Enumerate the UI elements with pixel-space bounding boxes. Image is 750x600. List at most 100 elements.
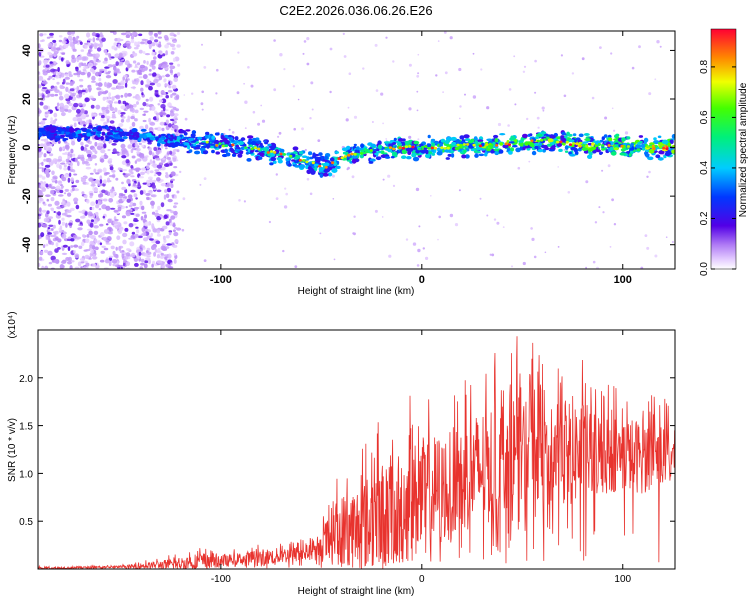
noise-speckle xyxy=(130,189,136,193)
noise-speckle xyxy=(392,184,396,187)
noise-speckle xyxy=(86,119,90,124)
noise-speckle xyxy=(41,39,45,42)
noise-speckle xyxy=(47,232,52,235)
noise-speckle xyxy=(534,59,537,63)
ridge-cell xyxy=(202,150,209,155)
noise-speckle xyxy=(107,96,111,99)
noise-speckle xyxy=(123,74,128,78)
noise-speckle xyxy=(132,223,137,226)
noise-speckle xyxy=(557,166,559,168)
ridge-core xyxy=(257,147,261,151)
ridge-cell xyxy=(327,172,333,177)
noise-speckle xyxy=(79,221,83,225)
noise-speckle xyxy=(160,183,167,187)
ridge-cell xyxy=(360,154,364,159)
noise-speckle xyxy=(75,67,79,72)
noise-speckle xyxy=(158,75,163,81)
noise-speckle xyxy=(147,190,154,193)
noise-speckle xyxy=(117,221,121,226)
noise-speckle xyxy=(438,215,442,219)
noise-speckle xyxy=(129,201,133,205)
noise-speckle xyxy=(122,262,126,267)
ridge-cell xyxy=(276,157,283,161)
noise-speckle xyxy=(54,179,58,184)
noise-speckle xyxy=(112,259,118,264)
noise-speckle xyxy=(581,57,585,61)
noise-speckle xyxy=(132,182,136,187)
noise-speckle xyxy=(137,41,141,45)
noise-speckle xyxy=(66,100,70,105)
noise-speckle xyxy=(51,180,56,183)
noise-speckle xyxy=(646,246,650,250)
noise-speckle xyxy=(84,176,88,179)
noise-speckle xyxy=(110,107,115,111)
noise-speckle xyxy=(169,105,174,109)
noise-speckle xyxy=(43,33,47,36)
noise-speckle xyxy=(150,60,156,63)
noise-speckle xyxy=(85,166,92,170)
noise-speckle xyxy=(102,167,107,173)
noise-speckle xyxy=(132,103,137,108)
noise-speckle xyxy=(89,195,93,199)
ridge-cell xyxy=(143,134,147,139)
noise-speckle xyxy=(343,55,347,58)
noise-speckle xyxy=(38,147,42,152)
noise-speckle xyxy=(152,179,157,183)
ridge-cell xyxy=(581,147,588,151)
ridge-cell xyxy=(518,140,523,144)
noise-speckle xyxy=(155,94,160,98)
noise-speckle xyxy=(141,38,147,42)
noise-speckle xyxy=(48,250,53,255)
noise-speckle xyxy=(243,200,246,203)
noise-speckle xyxy=(244,127,247,129)
ridge-core xyxy=(607,144,611,147)
snr-frame xyxy=(37,329,676,570)
noise-speckle xyxy=(47,42,53,48)
ridge-cell xyxy=(408,147,414,152)
noise-speckle xyxy=(121,250,125,253)
noise-speckle xyxy=(277,135,280,138)
noise-speckle xyxy=(385,36,388,39)
noise-speckle xyxy=(90,184,96,187)
noise-speckle xyxy=(169,111,175,117)
ridge-core xyxy=(305,160,309,164)
noise-speckle xyxy=(93,168,97,173)
ridge-cell xyxy=(461,154,467,159)
noise-speckle xyxy=(87,153,92,158)
ridge-cell xyxy=(239,150,244,155)
noise-speckle xyxy=(92,69,96,74)
ridge-cell xyxy=(547,138,554,143)
noise-speckle xyxy=(102,60,108,64)
noise-speckle xyxy=(46,198,50,202)
noise-speckle xyxy=(237,51,240,54)
ridge-core xyxy=(221,144,225,148)
noise-speckle xyxy=(171,92,177,96)
noise-speckle xyxy=(496,221,500,225)
noise-speckle xyxy=(50,255,56,261)
noise-speckle xyxy=(91,154,97,159)
noise-speckle xyxy=(459,105,462,108)
noise-speckle xyxy=(139,125,144,130)
noise-speckle xyxy=(141,167,147,171)
noise-speckle xyxy=(183,94,186,96)
noise-speckle xyxy=(156,233,161,237)
noise-speckle xyxy=(135,197,138,200)
noise-speckle xyxy=(283,68,286,71)
noise-speckle xyxy=(108,255,114,258)
ridge-cell xyxy=(670,139,674,144)
noise-speckle xyxy=(120,266,123,269)
noise-speckle xyxy=(61,57,64,62)
noise-speckle xyxy=(39,33,44,37)
snr-y-ticks: 0.51.01.52.0 xyxy=(19,374,675,528)
noise-speckle xyxy=(134,41,138,47)
noise-speckle xyxy=(101,204,107,210)
noise-speckle xyxy=(117,206,122,212)
noise-speckle xyxy=(86,219,91,224)
noise-speckle xyxy=(172,120,177,124)
ridge-cell xyxy=(237,153,243,158)
ridge-cell xyxy=(522,133,528,139)
ridge-cell xyxy=(101,131,106,136)
noise-speckle xyxy=(631,66,635,70)
noise-speckle xyxy=(53,211,56,213)
ridge-cell xyxy=(393,137,397,142)
